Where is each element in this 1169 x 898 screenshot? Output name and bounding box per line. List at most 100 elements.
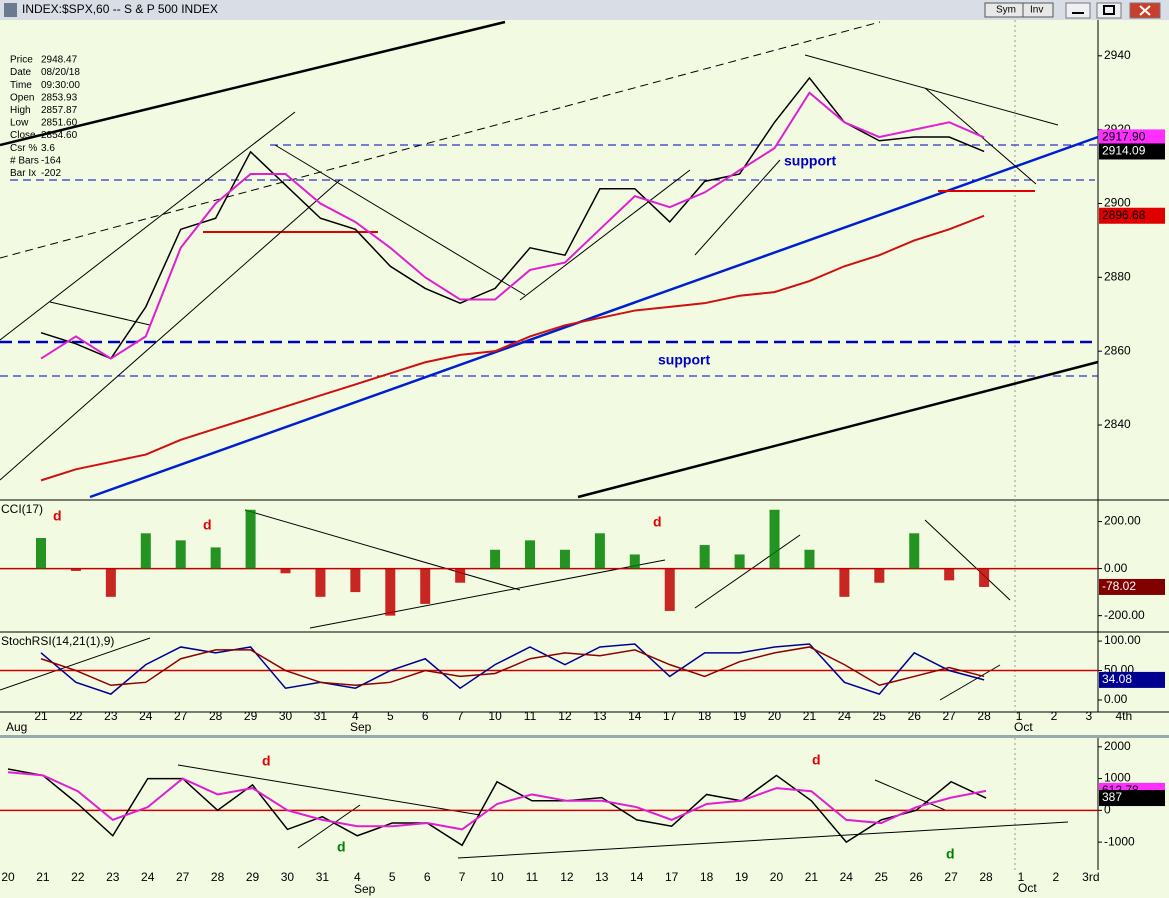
x-tick-label: 21 [34,709,48,723]
cci-bar [420,568,431,604]
annotation: d [812,752,821,768]
x-tick-label: 28 [979,870,993,884]
x-tick-label: 5 [387,709,394,723]
channel-line [0,21,881,259]
x-tick-label: 27 [944,870,958,884]
x-tick-label: 28 [209,709,223,723]
last-value-box [1099,671,1165,688]
window-title: INDEX:$SPX,60 -- S & P 500 INDEX [22,2,218,16]
month-label: Oct [1018,881,1037,895]
cci-bar [804,549,815,569]
x-tick-label: 10 [488,709,502,723]
month-label: Oct [1014,720,1033,734]
trend-line [309,559,666,629]
x-tick-label: 21 [803,709,817,723]
info-box: Price 2948.47 Date 08/20/18 Time 09:30:00 Open… [10,55,80,179]
x-tick-label: 31 [314,709,328,723]
trend-line [457,821,1069,859]
trend-line [49,301,151,326]
y-tick-label: 100.00 [1104,633,1141,647]
x-tick-label: 6 [422,709,429,723]
info-value: 3.6 [41,143,55,154]
month-label: Aug [6,720,27,734]
x-tick-label: 2 [1053,870,1060,884]
x-tick-label: 4 [354,870,361,884]
x-tick-label: 3 [1086,709,1093,723]
cci-bar [315,568,326,597]
series-line [40,76,985,360]
x-tick-label: 12 [558,709,572,723]
month-label: Sep [354,882,376,896]
info-label: # Bars [10,155,39,166]
x-tick-label: 20 [770,870,784,884]
y-tick-label: 2000 [1104,739,1131,753]
x-tick-label: 11 [526,870,539,884]
info-label: Price [10,55,33,66]
info-value: 2854.60 [41,130,78,141]
info-value: -202 [41,168,61,179]
x-tick-label: 31 [316,870,330,884]
trend-line [244,509,521,591]
cci-bar [664,568,675,611]
trend-line [0,637,151,691]
close-icon [1139,5,1151,16]
panel-title: CCI(17) [1,502,43,516]
last-value-label: 387 [1102,790,1122,804]
x-tick-label: 30 [281,870,295,884]
x-tick-label: 28 [977,709,991,723]
y-tick-label: 1000 [1104,771,1131,785]
trend-line [874,779,946,811]
x-tick-label: 14 [630,870,644,884]
cci-bar [140,533,151,569]
x-tick-label: 20 [768,709,782,723]
cci-bar [280,568,291,574]
cci-bar [629,554,640,569]
annotation: d [653,514,662,530]
cci-bar [525,540,536,569]
y-tick-label: 0 [1104,803,1111,817]
month-label: Sep [350,720,372,734]
minimize-button[interactable] [1065,2,1091,19]
trend-line [274,144,526,296]
trend-line [924,519,1011,601]
x-tick-label: 17 [665,870,679,884]
x-tick-label: 4th [1115,709,1132,723]
x-tick-label: 3rd [1082,870,1099,884]
channel-line [577,360,1099,499]
info-value: 2948.47 [41,55,78,66]
inv-button[interactable] [1022,2,1054,18]
x-tick-label: 1 [1018,870,1025,884]
cci-bar [769,509,780,569]
panel-divider [0,735,1169,738]
last-value-label: -78.02 [1102,579,1136,593]
x-tick-label: 25 [873,709,887,723]
trend-line [0,111,296,341]
x-tick-label: 12 [560,870,574,884]
cci-bar [909,533,920,569]
info-label: Close [10,130,36,141]
trend-line [694,159,781,256]
last-value-label: 34.08 [1102,672,1132,686]
x-tick-label: 24 [139,709,153,723]
x-tick-label: 5 [389,870,396,884]
trend-line [519,169,691,301]
x-tick-label: 30 [279,709,293,723]
last-value-box [1099,129,1165,146]
last-value-label: 2896.68 [1102,208,1146,222]
y-tick-label: 2900 [1104,196,1131,210]
x-tick-label: 11 [524,709,537,723]
info-value: 2853.93 [41,92,78,103]
cci-bar [385,568,396,616]
x-tick-label: 22 [69,709,83,723]
x-tick-label: 18 [700,870,714,884]
series-line [40,214,985,482]
last-value-box [1099,207,1165,224]
trend-line [694,534,801,609]
series-line [7,768,987,847]
trend-line [804,54,1059,126]
x-tick-label: 27 [174,709,188,723]
info-value: 2851.60 [41,118,78,129]
last-value-box [1099,578,1165,595]
info-value: 09:30:00 [41,80,80,91]
cci-bar [490,549,501,569]
